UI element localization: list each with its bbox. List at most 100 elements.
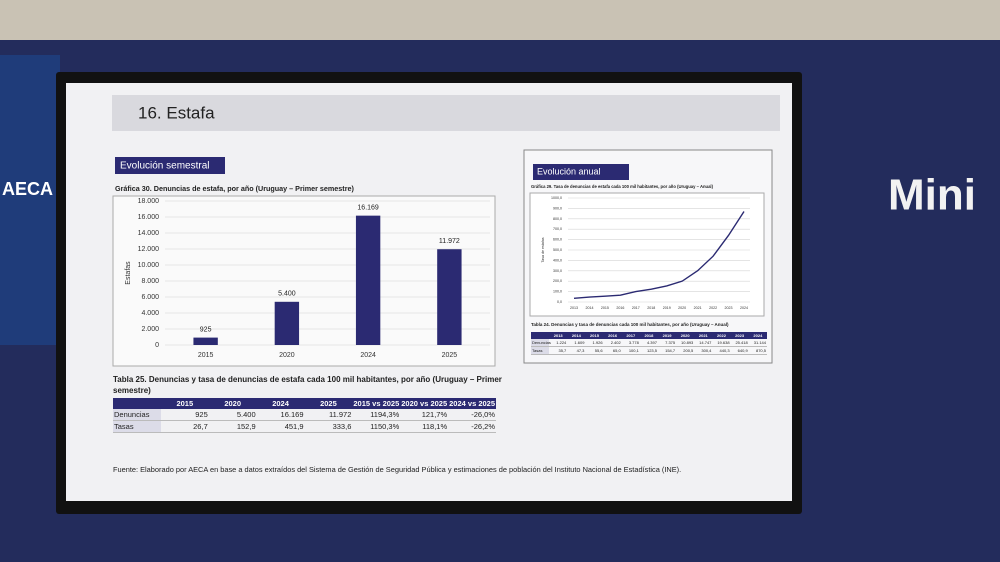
value-label: 16.169 (357, 204, 379, 211)
table-cell: 300,4 (694, 346, 713, 355)
bar (355, 215, 381, 345)
table-row: Denuncias 925 5.400 16.169 11.972 1194,3% 121,… (113, 409, 496, 421)
slide-title: 16. Estafa (138, 103, 215, 122)
header-cell: 2015 (160, 398, 209, 409)
section-title: Evolución semestral (120, 161, 209, 172)
table-cell: 5.400 (208, 409, 257, 421)
x-tick-label: 2018 (647, 306, 655, 310)
y-tick-label: 6.000 (141, 294, 159, 301)
x-tick-label: 2013 (570, 306, 578, 310)
table: 2013 2014 2015 2016 2017 2018 2019 2020 2021 2022… (531, 332, 767, 355)
line (573, 211, 745, 299)
y-tick-label: 0 (155, 342, 159, 349)
table-cell: 200,5 (676, 346, 695, 355)
table-row: Denuncias 1.224 1.609 1.926 2.402 3.778 4.397 7… (531, 339, 767, 347)
section-tag (115, 157, 225, 174)
y-axis-label: Tasa de estafas (541, 237, 545, 262)
table-cell: 640,9 (730, 346, 749, 355)
y-tick-label: 8.000 (141, 278, 159, 285)
table-cell: 440,3 (712, 346, 731, 355)
table-row: Tasas 35,7 47,3 55,6 65,0 100,1 123,5 154,7 200,… (531, 346, 767, 355)
table-cell: 10.893 (676, 339, 695, 347)
table-cell: 1.926 (585, 339, 604, 347)
x-tick-label: 2024 (360, 352, 376, 359)
x-tick-label: 2020 (279, 352, 295, 359)
table-cell: 121,7% (400, 409, 449, 421)
y-tick-label: 18.000 (138, 198, 160, 205)
y-tick-label: 10.000 (138, 262, 160, 269)
bar (437, 249, 462, 345)
table-cell: 1.609 (567, 339, 586, 347)
y-tick-label: 14.000 (138, 230, 160, 237)
y-tick-label: 100,0 (553, 290, 562, 294)
table-cell: 154,7 (657, 346, 677, 355)
y-tick-label: 1000,0 (551, 196, 562, 200)
x-tick-label: 2015 (601, 306, 609, 310)
header-cell: 2024 vs 2025 (448, 398, 496, 409)
table-cell: 47,3 (567, 346, 586, 355)
left-screen (0, 55, 60, 345)
table-cell: -26,0% (448, 409, 496, 421)
table-cell: 100,1 (621, 346, 640, 355)
header-cell: 2015 vs 2025 (352, 398, 401, 409)
section-title: Evolución anual (537, 166, 601, 176)
header-cell: 2023 (730, 332, 749, 339)
y-axis-label: Estafas (125, 261, 132, 285)
header-cell: 2021 (694, 332, 713, 339)
header-cell (113, 398, 161, 409)
header-cell: 2019 (657, 332, 677, 339)
x-tick-label: 2024 (740, 306, 748, 310)
table-title: Tabla 25. Denuncias y tasa de denuncias … (113, 375, 502, 395)
header-cell: 2013 (549, 332, 568, 339)
table-cell: 65,0 (603, 346, 622, 355)
header-cell: 2016 (603, 332, 622, 339)
table-cell: 3.778 (621, 339, 640, 347)
wall (0, 0, 1000, 40)
y-tick-label: 400,0 (553, 258, 562, 262)
table-cell: 1.224 (549, 339, 568, 347)
chart-title: Gráfica 29. Tasa de denuncias de estafa … (531, 184, 714, 189)
header-cell: 2020 (676, 332, 695, 339)
header-cell: 2024 (256, 398, 305, 409)
table-cell: 118,1% (400, 420, 449, 433)
table-cell: 4.397 (639, 339, 658, 347)
header-cell: 2024 (748, 332, 767, 339)
table-cell: 870,5 (748, 346, 767, 355)
value-label: 5.400 (278, 291, 296, 298)
y-tick-label: 4.000 (141, 310, 159, 317)
y-tick-label: 500,0 (553, 248, 562, 252)
table-cell: 7.375 (657, 339, 677, 347)
y-tick-label: 0,0 (557, 300, 562, 304)
x-tick-label: 2019 (663, 306, 671, 310)
y-tick-label: 800,0 (553, 217, 562, 221)
table-cell: 152,9 (208, 420, 257, 433)
table-cell: 2.402 (603, 339, 622, 347)
y-tick-label: 300,0 (553, 269, 562, 273)
chart-frame (529, 192, 765, 317)
table-cell: Tasas (113, 420, 161, 433)
table-cell: 1194,3% (352, 409, 401, 421)
y-tick-label: 900,0 (553, 206, 562, 210)
x-tick-label: 2025 (442, 352, 458, 359)
y-tick-label: 600,0 (553, 238, 562, 242)
header-row: 2013 2014 2015 2016 2017 2018 2019 2020 2021 2022… (531, 332, 767, 339)
table-cell: 1150,3% (352, 420, 401, 433)
source-note: Fuente: Elaborado por AECA en base a dat… (113, 465, 681, 474)
table-cell: 333,6 (304, 420, 353, 433)
table-cell: 14.747 (694, 339, 713, 347)
chart-title: Gráfica 30. Denuncias de estafa, por año… (115, 184, 354, 193)
y-tick-label: 700,0 (553, 227, 562, 231)
table-cell: Tasas (531, 346, 550, 355)
header-cell: 2022 (712, 332, 731, 339)
bar (193, 337, 218, 345)
sign-text: Mini (888, 171, 976, 220)
x-tick-label: 2021 (694, 306, 702, 310)
header-cell: 2020 (208, 398, 257, 409)
y-tick-label: 2.000 (141, 326, 159, 333)
x-tick-label: 2020 (678, 306, 686, 310)
x-tick-label: 2014 (585, 306, 593, 310)
x-tick-label: 2015 (198, 352, 214, 359)
header-cell: 2017 (621, 332, 640, 339)
